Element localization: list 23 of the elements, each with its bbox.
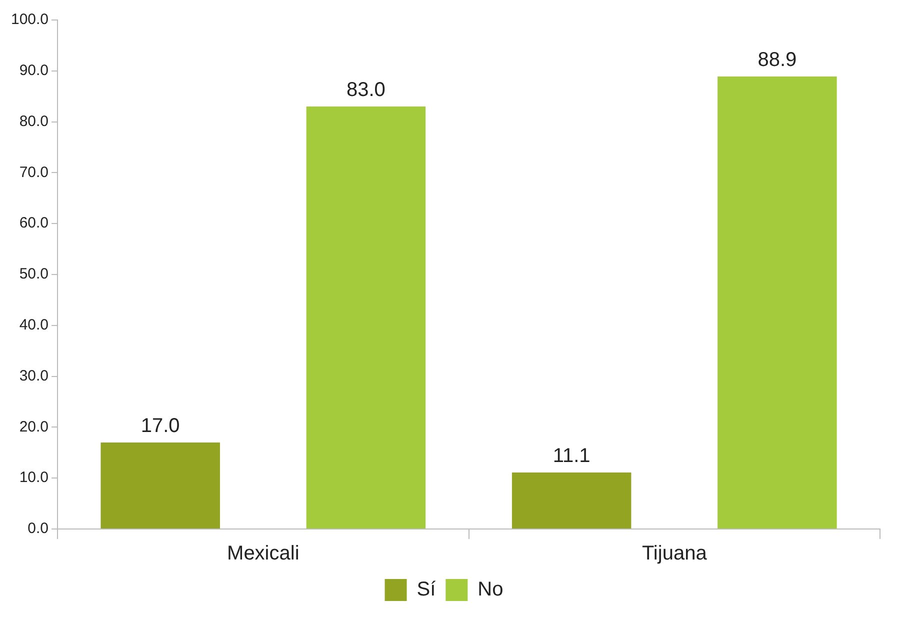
- data-label: 83.0: [346, 79, 386, 102]
- y-tick-label: 30.0: [19, 367, 49, 384]
- data-label: 17.0: [140, 414, 180, 437]
- y-tick-label: 50.0: [19, 266, 49, 283]
- data-label: 11.1: [552, 445, 590, 468]
- bar: [512, 472, 632, 528]
- y-tick-label: 90.0: [19, 62, 49, 80]
- legend-label: No: [478, 578, 504, 601]
- y-tick-label: 20.0: [19, 418, 49, 436]
- x-tick-label: Tijuana: [642, 542, 708, 565]
- y-tick-label: 70.0: [19, 164, 49, 181]
- x-tick-label: Mexicali: [227, 542, 300, 565]
- bar: [718, 76, 837, 528]
- y-tick-label: 0.0: [28, 520, 49, 538]
- data-label: 88.9: [758, 49, 797, 72]
- y-tick-label: 10.0: [19, 469, 49, 486]
- y-tick-label: 80.0: [19, 112, 49, 130]
- legend-label: Sí: [416, 578, 436, 601]
- y-tick-label: 100.0: [10, 11, 49, 28]
- y-tick-label: 60.0: [19, 214, 49, 232]
- bar: [100, 442, 220, 528]
- bar: [306, 106, 426, 528]
- y-tick-label: 40.0: [19, 316, 49, 334]
